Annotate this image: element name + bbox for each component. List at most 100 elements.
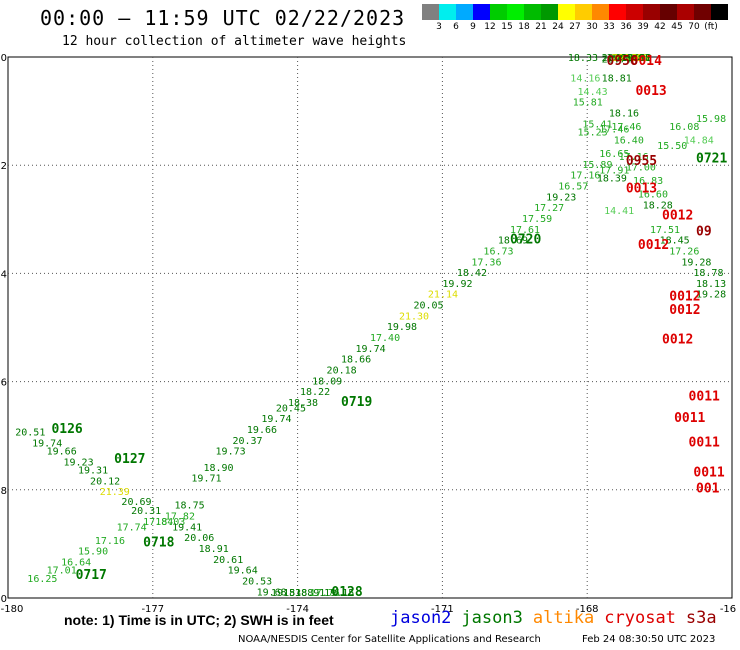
wave-height-value: 20.18 bbox=[327, 365, 357, 376]
colorbar-swatch bbox=[694, 4, 711, 20]
pass-time-label: 0012 bbox=[638, 238, 669, 253]
wave-height-value: 19.85 bbox=[614, 53, 644, 64]
wave-height-value: 19.17 bbox=[611, 53, 641, 64]
latitude-label: -56 bbox=[0, 378, 7, 389]
colorbar-swatch bbox=[711, 4, 728, 20]
wave-height-value: 20.06 bbox=[184, 533, 214, 544]
pass-time-label: 0719 bbox=[341, 395, 372, 410]
wave-height-value: 20.41 bbox=[602, 53, 632, 64]
wave-height-value: 18.28 bbox=[643, 200, 673, 211]
pass-time-label: 0955 bbox=[626, 154, 657, 169]
wave-height-value: 20.50 bbox=[611, 53, 641, 64]
wave-height-value: 20.12 bbox=[90, 476, 120, 487]
colorbar-labels: 3 6 9 12 15 18 21 24 27 30 33 36 39 42 45 70 (ft) bbox=[422, 22, 728, 34]
wave-height-value: 17.16 bbox=[95, 536, 125, 547]
wave-height-value: 17.40 bbox=[370, 333, 400, 344]
pass-time-label: 0013 bbox=[635, 84, 666, 99]
map-note: note: 1) Time is in UTC; 2) SWH is in fe… bbox=[64, 612, 334, 628]
wave-height-value: 18.13 bbox=[696, 279, 726, 290]
wave-height-value: 16.65 bbox=[599, 149, 629, 160]
footer-timestamp: Feb 24 08:30:50 UTC 2023 bbox=[582, 634, 716, 645]
pass-time-label: 0012 bbox=[662, 333, 693, 348]
wave-height-value: 17.84 bbox=[143, 517, 173, 528]
wave-height-value: 19.23 bbox=[546, 192, 576, 203]
wave-height-value: 20.69 bbox=[616, 53, 646, 64]
wave-height-value: 18.78 bbox=[693, 268, 723, 279]
pass-time-label: 0126 bbox=[51, 422, 82, 437]
wave-height-value: 15.98 bbox=[696, 114, 726, 125]
wave-height-value: 18.69 bbox=[498, 236, 528, 247]
wave-height-value: 17.76 bbox=[310, 588, 340, 599]
wave-height-value: 16.60 bbox=[638, 190, 668, 201]
colorbar-swatch bbox=[677, 4, 694, 20]
wave-height-value: 20.15 bbox=[614, 53, 644, 64]
wave-height-value: 14.16 bbox=[570, 73, 600, 84]
colorbar-swatch bbox=[609, 4, 626, 20]
wave-height-value: 21.90 bbox=[619, 53, 649, 64]
colorbar-label: 36 bbox=[620, 22, 632, 32]
wave-height-value: 19.74 bbox=[32, 439, 62, 450]
map-subtitle: 12 hour collection of altimeter wave hei… bbox=[62, 34, 407, 49]
wave-height-value: 19.53 bbox=[271, 588, 301, 599]
wave-height-value: 20.53 bbox=[242, 576, 272, 587]
wave-height-value: 20.61 bbox=[213, 555, 243, 566]
wave-height-value: 14.43 bbox=[578, 87, 608, 98]
wave-height-value: 17.01 bbox=[47, 566, 77, 577]
wave-height-value: 15.50 bbox=[657, 141, 687, 152]
colorbar-swatch bbox=[473, 4, 490, 20]
map-title: 00:00 – 11:59 UTC 02/22/2023 bbox=[40, 6, 406, 30]
colorbar-swatch bbox=[456, 4, 473, 20]
pass-time-label: 0012 bbox=[662, 208, 693, 223]
latitude-label: -54 bbox=[0, 269, 7, 280]
wave-height-value: 18.75 bbox=[175, 501, 205, 512]
wave-height-value: 18.38 bbox=[288, 398, 318, 409]
map-frame bbox=[7, 56, 733, 599]
longitude-label: -171 bbox=[431, 604, 454, 615]
wave-height-value: 18.91 bbox=[199, 544, 229, 555]
wave-height-value: 19.71 bbox=[191, 474, 221, 485]
wave-height-value: 19.31 bbox=[78, 466, 108, 477]
wave-height-value: 17.46 bbox=[599, 125, 629, 136]
colorbar-swatch bbox=[592, 4, 609, 20]
wave-height-value: 17.97 bbox=[621, 53, 651, 64]
longitude-label: -174 bbox=[286, 604, 309, 615]
colorbar-label: 27 bbox=[569, 22, 581, 32]
wave-height-value: 18.39 bbox=[597, 173, 627, 184]
wave-height-value: 18.91 bbox=[295, 588, 325, 599]
latitude-label: -52 bbox=[0, 161, 7, 172]
wave-height-value: 15.90 bbox=[78, 547, 108, 558]
satellite-legend-item: jason3 bbox=[461, 608, 523, 628]
wave-height-value: 19.98 bbox=[387, 322, 417, 333]
wave-height-value: 19.74 bbox=[356, 344, 386, 355]
colorbar-swatch bbox=[524, 4, 541, 20]
wave-height-value: 18.66 bbox=[341, 355, 371, 366]
wave-height-value: 19.41 bbox=[172, 522, 202, 533]
satellite-legend-item: altika bbox=[532, 608, 595, 628]
satellite-legend: jason2 jason3 altika cryosat s3a bbox=[390, 608, 727, 628]
wave-height-value: 16.57 bbox=[558, 182, 588, 193]
wave-height-value: 20.51 bbox=[15, 428, 45, 439]
pass-time-label: 0717 bbox=[76, 568, 107, 583]
wave-height-value: 20.05 bbox=[413, 301, 443, 312]
wave-height-value: 19.74 bbox=[261, 414, 291, 425]
pass-time-label: 0011 bbox=[693, 465, 724, 480]
wave-height-value: 16.08 bbox=[669, 122, 699, 133]
colorbar-label: 24 bbox=[552, 22, 564, 32]
colorbar-label: 18 bbox=[518, 22, 530, 32]
pass-time-label: 001 bbox=[696, 482, 720, 497]
colorbar-swatch bbox=[643, 4, 660, 20]
wave-height-value: 17.61 bbox=[510, 225, 540, 236]
wave-height-value: 17.59 bbox=[522, 214, 552, 225]
latitude-label: -50 bbox=[0, 53, 7, 64]
pass-time-label: 0011 bbox=[674, 411, 705, 426]
pass-time-label: 09 bbox=[696, 225, 712, 240]
wave-height-value: 17.51 bbox=[650, 225, 680, 236]
satellite-legend-item: cryosat bbox=[604, 608, 676, 628]
wave-height-value: 17.16 bbox=[570, 171, 600, 182]
wave-height-value: 16.73 bbox=[483, 246, 513, 257]
satellite-legend-item: s3a bbox=[685, 608, 717, 628]
wave-height-value: 19.53 bbox=[607, 53, 637, 64]
wave-height-value: 21.77 bbox=[614, 53, 644, 64]
wave-height-value: 19.81 bbox=[621, 53, 651, 64]
